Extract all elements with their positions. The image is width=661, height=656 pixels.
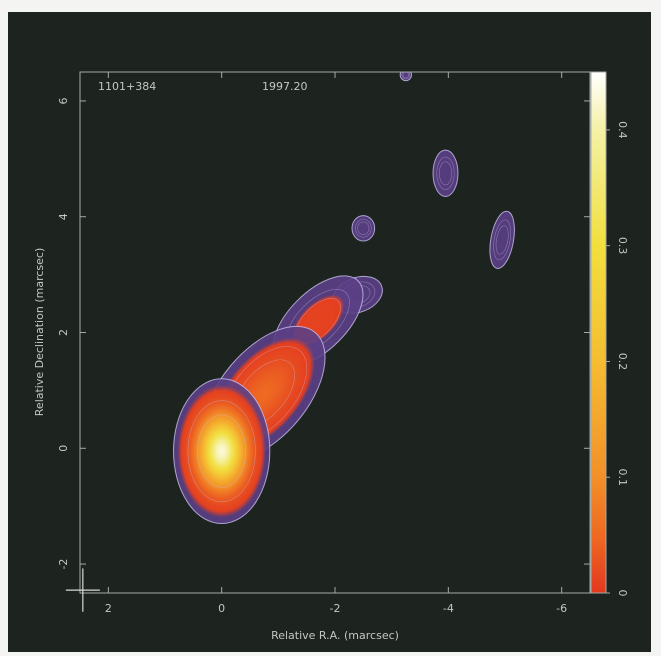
source-component xyxy=(489,210,515,269)
colorbar-tick-label: 0 xyxy=(616,590,629,597)
epoch-label: 1997.20 xyxy=(262,80,308,93)
y-tick-label: 6 xyxy=(57,97,70,104)
contour-line xyxy=(438,161,453,186)
contour-line xyxy=(197,414,247,488)
x-tick-label: 0 xyxy=(218,602,225,615)
contour-line xyxy=(436,156,455,190)
colorbar-tick-label: 0.2 xyxy=(616,353,629,371)
x-tick-label: 2 xyxy=(105,602,112,615)
contour-line xyxy=(187,400,256,503)
y-tick-label: 0 xyxy=(57,445,70,452)
colorbar-tick-label: 0.1 xyxy=(616,468,629,486)
contour-line xyxy=(401,72,411,80)
colorbar xyxy=(590,71,607,594)
y-tick-label: -2 xyxy=(57,559,70,570)
source-component xyxy=(351,215,376,242)
contour-line xyxy=(357,221,370,235)
colorbar-tick-label: 0.4 xyxy=(616,121,629,139)
colorbar-tick-label: 0.3 xyxy=(616,237,629,255)
source-component xyxy=(173,378,271,525)
x-tick-label: -2 xyxy=(330,602,341,615)
source-component xyxy=(432,149,459,197)
image-layer xyxy=(173,72,515,525)
y-axis-label: Relative Declination (marcsec) xyxy=(33,248,46,416)
contour-line xyxy=(493,219,512,261)
x-tick-label: -6 xyxy=(556,602,567,615)
x-axis-label: Relative R.A. (marcsec) xyxy=(271,629,399,642)
y-tick-label: 2 xyxy=(57,329,70,336)
y-tick-label: 4 xyxy=(57,213,70,220)
source-component xyxy=(399,72,412,82)
contour-line xyxy=(402,72,409,79)
x-tick-label: -4 xyxy=(443,602,454,615)
source-label: 1101+384 xyxy=(98,80,156,93)
contour-line xyxy=(355,219,372,238)
contour-line xyxy=(495,225,509,255)
